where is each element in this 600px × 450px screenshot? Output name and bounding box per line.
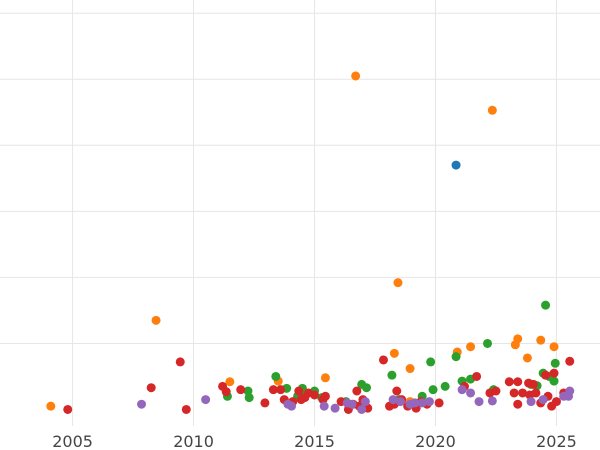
data-point-series-5: [538, 395, 548, 405]
data-point-series-4: [549, 368, 559, 378]
data-point-series-2: [522, 353, 532, 363]
data-point-series-2: [46, 401, 56, 411]
x-axis-tick-labels: 2005 2010 2015 2020 2025: [52, 432, 577, 450]
data-point-series-4: [509, 388, 519, 398]
data-point-series-4: [513, 377, 523, 387]
data-point-series-5: [466, 388, 476, 398]
data-point-series-3: [451, 352, 461, 362]
data-point-series-2: [513, 334, 523, 344]
data-point-series-2: [549, 342, 559, 352]
data-point-series-3: [549, 376, 559, 386]
data-point-series-4: [352, 386, 362, 396]
data-point-series-3: [428, 385, 438, 395]
data-point-series-4: [310, 390, 320, 400]
data-point-series-5: [417, 398, 427, 408]
data-point-series-5: [424, 397, 434, 407]
data-point-series-3: [483, 338, 492, 348]
data-point-series-4: [504, 377, 514, 387]
data-point-series-4: [294, 386, 304, 396]
data-point-series-4: [378, 355, 388, 365]
data-point-series-2: [487, 105, 497, 115]
data-point-series-5: [330, 403, 340, 413]
data-point-series-4: [541, 370, 551, 380]
data-point-series-4: [434, 398, 444, 408]
data-point-series-4: [531, 388, 541, 398]
data-point-series-4: [320, 391, 330, 401]
data-point-series-4: [146, 383, 156, 393]
data-point-series-5: [487, 396, 497, 406]
data-point-series-5: [474, 397, 484, 407]
data-point-series-2: [225, 377, 235, 387]
data-points: [46, 71, 575, 414]
data-point-series-5: [347, 399, 357, 409]
data-point-series-5: [137, 399, 147, 409]
data-point-series-3: [541, 300, 551, 310]
data-point-series-1: [451, 160, 461, 170]
data-point-series-3: [550, 358, 560, 368]
vertical-gridlines: [72, 0, 557, 426]
data-point-series-3: [440, 381, 450, 391]
data-point-series-2: [151, 315, 161, 325]
data-point-series-4: [181, 404, 191, 414]
data-point-series-2: [320, 373, 330, 383]
data-point-series-5: [565, 386, 575, 396]
data-point-series-5: [357, 404, 367, 414]
data-point-series-4: [528, 379, 538, 389]
data-point-series-2: [351, 71, 361, 81]
data-point-series-4: [236, 385, 246, 395]
x-tick-label: 2025: [536, 432, 577, 450]
data-point-series-2: [389, 348, 399, 358]
data-point-series-4: [551, 397, 561, 407]
data-point-series-5: [287, 401, 297, 411]
data-point-series-4: [565, 356, 575, 366]
data-point-series-5: [526, 397, 536, 407]
data-point-series-5: [360, 397, 370, 407]
data-point-series-4: [63, 404, 73, 414]
data-point-series-2: [466, 342, 476, 352]
data-point-series-4: [175, 357, 185, 367]
data-point-series-5: [395, 397, 405, 407]
x-tick-label: 2005: [52, 432, 93, 450]
data-point-series-2: [393, 278, 403, 288]
x-tick-label: 2010: [173, 432, 214, 450]
data-point-series-3: [387, 370, 397, 380]
data-point-series-4: [268, 385, 278, 395]
data-point-series-2: [405, 364, 415, 374]
data-point-series-4: [221, 387, 231, 397]
data-point-series-4: [491, 386, 501, 396]
data-point-series-5: [201, 395, 211, 405]
data-point-series-2: [536, 335, 546, 345]
data-point-series-5: [410, 398, 420, 408]
data-point-series-4: [392, 386, 402, 396]
data-point-series-5: [457, 385, 467, 395]
data-point-series-4: [472, 371, 482, 381]
data-point-series-3: [271, 371, 281, 381]
data-point-series-3: [244, 393, 254, 403]
x-tick-label: 2015: [294, 432, 335, 450]
x-tick-label: 2020: [415, 432, 456, 450]
horizontal-gridlines: [0, 12, 600, 344]
data-point-series-3: [362, 383, 372, 393]
data-point-series-5: [388, 395, 398, 405]
data-point-series-4: [513, 399, 523, 409]
data-point-series-4: [260, 398, 270, 408]
data-point-series-5: [319, 401, 329, 411]
data-point-series-4: [518, 388, 528, 398]
data-point-series-4: [276, 385, 286, 395]
data-point-series-3: [426, 357, 436, 367]
